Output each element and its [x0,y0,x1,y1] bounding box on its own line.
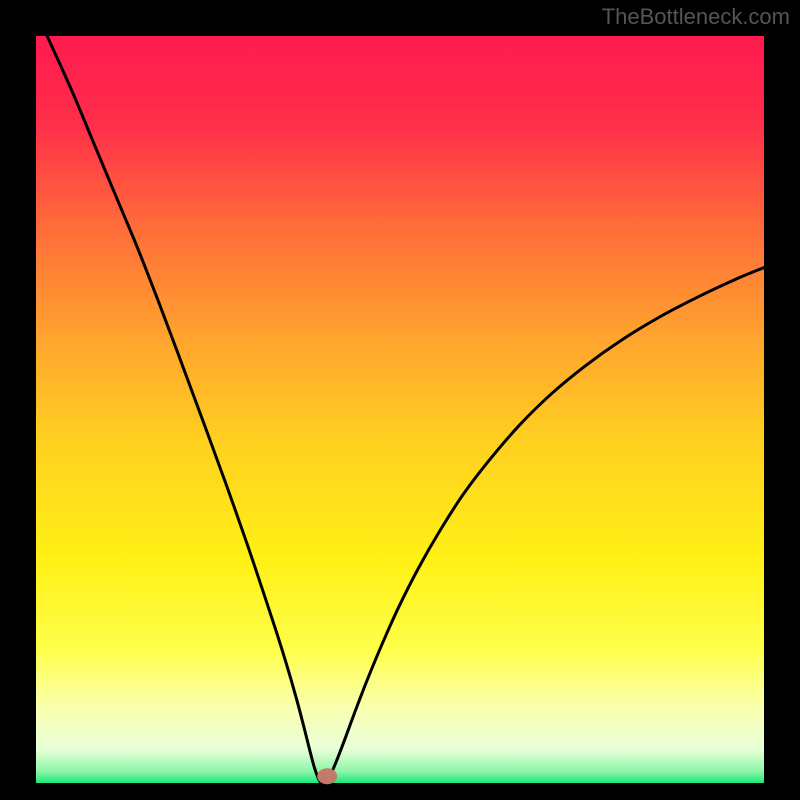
chart-svg [0,0,800,800]
optimum-marker [317,768,337,784]
watermark-label: TheBottleneck.com [602,4,790,30]
bottleneck-chart: TheBottleneck.com [0,0,800,800]
chart-gradient-background [36,36,764,783]
